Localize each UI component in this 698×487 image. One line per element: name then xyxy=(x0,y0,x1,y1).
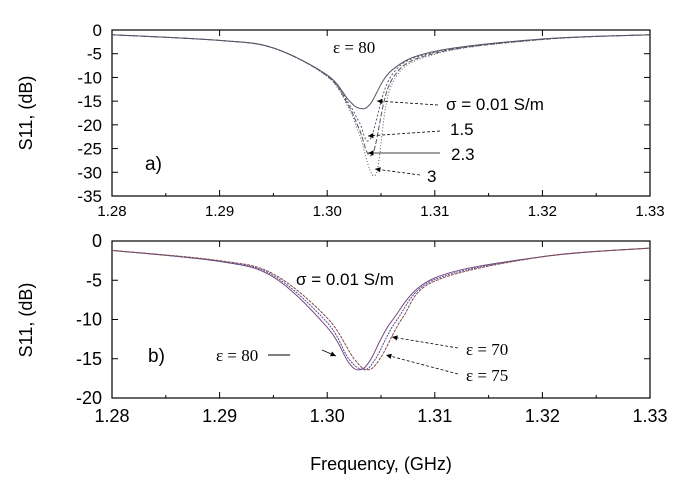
annotation-2-3: 2.3 xyxy=(451,145,475,164)
panel-label: b) xyxy=(148,346,165,367)
arrow-3 xyxy=(374,168,421,176)
series-line-a-0 xyxy=(111,34,651,110)
panel-a: 1.28 1.29 1.30 1.31 1.32 1.33 0 -5 -10 -15 -20 -25 -… xyxy=(16,21,665,220)
series-line-a-2 xyxy=(111,34,651,157)
x-tick-label: 1.33 xyxy=(632,406,667,426)
y-tick-label: -20 xyxy=(76,388,102,408)
y-tick-label: -35 xyxy=(77,187,102,206)
y-tick-label: -15 xyxy=(77,92,102,111)
annotation-epsilon-75: ε = 75 xyxy=(466,366,508,385)
series-line-a-1 xyxy=(111,34,651,142)
plot-frame xyxy=(111,29,651,197)
arrow-sigma xyxy=(376,100,439,106)
x-tick-label: 1.29 xyxy=(205,203,234,220)
arrow-epsilon-75 xyxy=(385,354,459,375)
annotation-sigma: σ = 0.01 S/m xyxy=(446,95,544,114)
x-tick-label: 1.31 xyxy=(417,406,452,426)
y-tick-label: -25 xyxy=(77,140,102,159)
series-line-b-1 xyxy=(111,247,651,371)
arrow-epsilon-80-head xyxy=(330,351,336,357)
y-tick-label: 0 xyxy=(93,21,102,40)
x-tick-label: 1.29 xyxy=(202,406,237,426)
x-tick-label: 1.33 xyxy=(635,203,664,220)
arrow-1-5-head xyxy=(368,133,374,139)
x-tick-label: 1.28 xyxy=(94,406,129,426)
series-line-b-2 xyxy=(111,247,651,371)
y-tick-label: -30 xyxy=(77,163,102,182)
arrow-epsilon-75-head xyxy=(386,353,392,359)
annotation-epsilon-70: ε = 70 xyxy=(466,340,508,359)
annotation-epsilon-80-b: ε = 80 xyxy=(216,346,258,365)
y-tick-label: -10 xyxy=(76,310,102,330)
panel-label: a) xyxy=(145,154,162,175)
x-tick-label: 1.28 xyxy=(97,203,126,220)
y-tick-label: -10 xyxy=(77,68,102,87)
y-tick-label: -5 xyxy=(87,45,102,64)
y-tick-label: -15 xyxy=(76,349,102,369)
arrow-epsilon-70-head xyxy=(392,335,398,341)
arrow-sigma-head xyxy=(377,98,383,104)
y-tick-label: -20 xyxy=(77,116,102,135)
panel-b: 1.28 1.29 1.30 1.31 1.32 1.33 0 -5 -10 -15 -20 S11,… xyxy=(16,231,668,474)
plot-frame xyxy=(111,240,651,399)
series-line-b-0 xyxy=(111,247,651,371)
annotation-1-5: 1.5 xyxy=(450,120,474,139)
annotation-epsilon-80: ε = 80 xyxy=(333,38,375,57)
x-tick-label: 1.31 xyxy=(420,203,449,220)
y-tick-label: 0 xyxy=(92,231,102,251)
y-axis-label: S11, (dB) xyxy=(16,283,36,358)
arrow-2-3-head xyxy=(368,150,374,156)
arrow-3-head xyxy=(375,167,381,173)
x-tick-label: 1.32 xyxy=(528,203,557,220)
x-tick-label: 1.30 xyxy=(313,203,342,220)
y-tick-label: -5 xyxy=(86,270,102,290)
x-tick-label: 1.32 xyxy=(525,406,560,426)
series-line-a-3 xyxy=(111,34,651,177)
arrow-epsilon-70 xyxy=(391,336,459,349)
annotation-3: 3 xyxy=(427,167,436,186)
y-axis-label: S11, (dB) xyxy=(16,76,36,151)
annotation-sigma-b: σ = 0.01 S/m xyxy=(296,270,394,289)
x-axis-label: Frequency, (GHz) xyxy=(310,454,452,474)
arrow-1-5 xyxy=(367,130,441,137)
x-tick-label: 1.30 xyxy=(310,406,345,426)
